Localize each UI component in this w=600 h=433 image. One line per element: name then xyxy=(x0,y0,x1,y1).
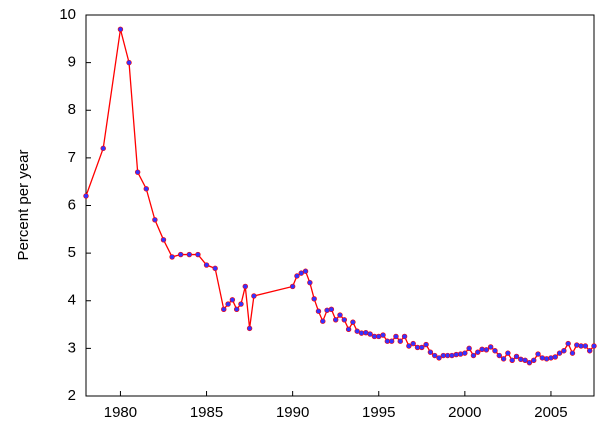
x-tick-label: 1995 xyxy=(362,404,395,421)
data-point xyxy=(225,301,231,307)
y-tick-label: 9 xyxy=(68,54,76,71)
data-point xyxy=(509,357,515,363)
data-point xyxy=(457,351,464,357)
data-point xyxy=(100,145,106,152)
data-point xyxy=(462,350,468,356)
data-point xyxy=(470,352,477,359)
data-point xyxy=(246,325,253,332)
data-point xyxy=(423,341,429,348)
data-point xyxy=(294,273,300,279)
data-point xyxy=(406,343,412,349)
data-point xyxy=(556,350,563,356)
data-point xyxy=(569,350,576,356)
data-point xyxy=(212,265,218,272)
data-point xyxy=(526,359,533,366)
data-point xyxy=(518,356,524,363)
data-point xyxy=(117,26,124,32)
plot-frame xyxy=(85,14,595,397)
y-tick-label: 5 xyxy=(68,244,76,261)
data-point xyxy=(203,262,210,268)
data-point xyxy=(160,237,167,243)
y-axis-label: Percent per year xyxy=(15,150,32,261)
y-tick-label: 3 xyxy=(68,339,76,356)
data-point xyxy=(350,319,356,325)
data-point xyxy=(410,340,416,347)
data-point xyxy=(337,312,343,318)
data-point xyxy=(367,331,373,337)
data-point xyxy=(531,357,537,363)
data-point xyxy=(561,348,567,354)
data-point xyxy=(574,342,580,348)
data-point xyxy=(251,293,257,299)
data-point xyxy=(436,355,442,361)
data-point xyxy=(221,306,227,313)
x-tick-label: 2005 xyxy=(534,404,567,421)
data-point xyxy=(169,254,175,260)
x-tick-label: 1985 xyxy=(190,404,223,421)
data-point xyxy=(388,338,395,344)
data-point xyxy=(522,357,528,363)
data-point xyxy=(143,186,149,192)
data-point xyxy=(432,352,438,359)
x-tick-label: 2000 xyxy=(448,404,481,421)
data-point xyxy=(449,352,455,359)
data-point xyxy=(289,283,296,290)
x-tick-label: 1990 xyxy=(276,404,309,421)
data-point xyxy=(565,340,571,347)
data-point xyxy=(324,307,330,313)
data-point xyxy=(311,296,317,302)
x-tick-label: 1980 xyxy=(104,404,137,421)
data-point xyxy=(475,349,481,355)
data-point xyxy=(152,217,158,223)
data-point xyxy=(345,326,352,333)
data-point xyxy=(427,349,434,355)
data-point xyxy=(487,344,494,350)
data-point xyxy=(307,279,313,286)
data-point xyxy=(535,351,541,357)
data-point xyxy=(134,169,141,175)
data-point xyxy=(341,317,348,323)
data-point xyxy=(302,268,309,274)
y-tick-label: 2 xyxy=(68,387,76,404)
data-point xyxy=(539,355,546,361)
y-tick-label: 10 xyxy=(59,6,76,23)
y-tick-label: 6 xyxy=(68,196,76,213)
data-point xyxy=(466,345,472,352)
data-point xyxy=(332,317,339,323)
data-point xyxy=(419,344,425,351)
data-point xyxy=(397,338,403,344)
data-point xyxy=(500,356,507,362)
data-point xyxy=(492,348,498,354)
data-point xyxy=(591,343,597,349)
data-point xyxy=(552,354,558,360)
data-point xyxy=(586,348,593,354)
data-point xyxy=(320,318,326,324)
data-point xyxy=(229,297,236,303)
data-point xyxy=(195,251,201,258)
data-point xyxy=(393,333,399,340)
y-tick-label: 8 xyxy=(68,101,76,118)
data-point xyxy=(238,301,244,307)
data-point xyxy=(543,356,550,362)
data-point xyxy=(328,306,335,313)
data-point xyxy=(582,343,589,349)
data-point xyxy=(496,352,502,359)
data-point xyxy=(401,333,408,340)
y-tick-label: 4 xyxy=(68,292,76,309)
data-point xyxy=(315,308,322,314)
y-tick-label: 7 xyxy=(68,149,76,166)
data-point xyxy=(505,350,511,356)
data-point xyxy=(126,59,132,66)
data-point xyxy=(242,283,248,290)
data-point xyxy=(233,306,240,313)
data-point xyxy=(380,332,386,338)
data-point xyxy=(186,251,193,258)
data-point xyxy=(178,251,184,258)
data-point xyxy=(83,193,89,199)
data-point xyxy=(513,353,520,360)
data-point xyxy=(548,355,554,361)
data-point xyxy=(483,347,490,353)
